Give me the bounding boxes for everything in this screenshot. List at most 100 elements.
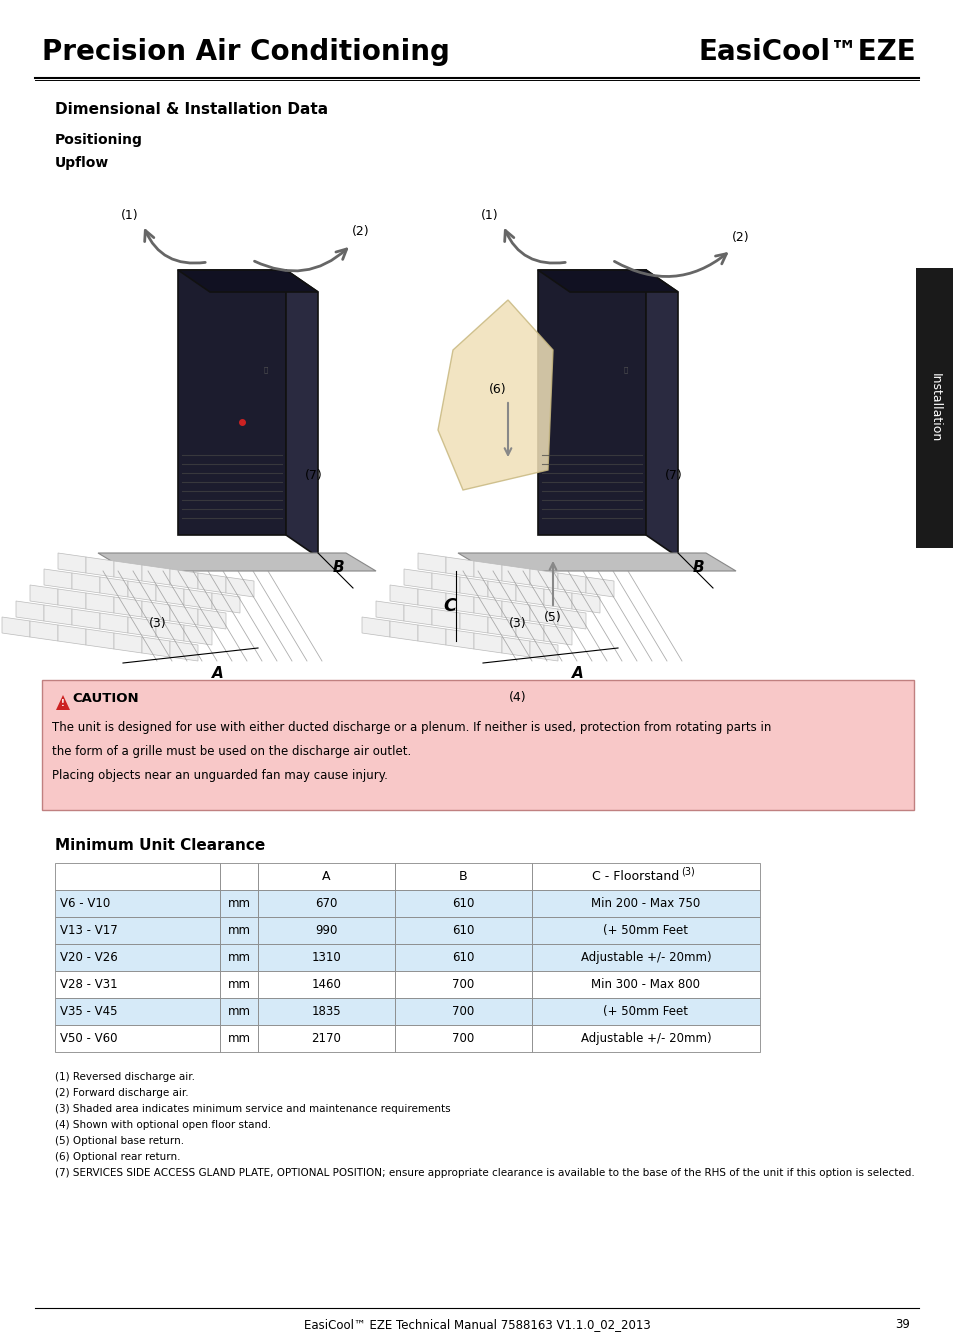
Text: 670: 670	[315, 897, 337, 911]
Polygon shape	[113, 561, 142, 581]
Polygon shape	[474, 561, 501, 581]
Polygon shape	[98, 553, 375, 570]
Polygon shape	[44, 569, 71, 589]
Polygon shape	[142, 637, 170, 657]
Polygon shape	[437, 300, 553, 490]
Text: (3) Shaded area indicates minimum service and maintenance requirements: (3) Shaded area indicates minimum servic…	[55, 1103, 450, 1114]
FancyBboxPatch shape	[257, 998, 395, 1024]
Text: (4): (4)	[509, 691, 526, 704]
Text: V13 - V17: V13 - V17	[60, 924, 117, 937]
Polygon shape	[361, 617, 390, 637]
Polygon shape	[86, 629, 113, 649]
Text: A: A	[572, 665, 583, 680]
Polygon shape	[530, 569, 558, 589]
Text: (1): (1)	[121, 209, 139, 221]
Text: (7): (7)	[664, 469, 682, 482]
Polygon shape	[543, 625, 572, 645]
Polygon shape	[212, 593, 240, 613]
Polygon shape	[403, 605, 432, 625]
FancyBboxPatch shape	[257, 917, 395, 944]
Polygon shape	[56, 695, 70, 710]
FancyBboxPatch shape	[395, 971, 532, 998]
Polygon shape	[516, 621, 543, 641]
Polygon shape	[585, 577, 614, 597]
Polygon shape	[170, 569, 198, 589]
Text: (7): (7)	[305, 469, 322, 482]
FancyBboxPatch shape	[257, 864, 395, 890]
Text: (2) Forward discharge air.: (2) Forward discharge air.	[55, 1089, 189, 1098]
FancyBboxPatch shape	[55, 917, 220, 944]
FancyBboxPatch shape	[532, 890, 760, 917]
FancyBboxPatch shape	[55, 971, 220, 998]
Polygon shape	[645, 270, 678, 557]
Text: Placing objects near an unguarded fan may cause injury.: Placing objects near an unguarded fan ma…	[52, 770, 388, 782]
FancyBboxPatch shape	[257, 944, 395, 971]
Text: (5) Optional base return.: (5) Optional base return.	[55, 1135, 184, 1146]
Text: V6 - V10: V6 - V10	[60, 897, 111, 911]
Polygon shape	[474, 633, 501, 653]
Polygon shape	[488, 617, 516, 637]
Polygon shape	[178, 270, 317, 292]
Polygon shape	[100, 577, 128, 597]
Text: V50 - V60: V50 - V60	[60, 1032, 117, 1044]
FancyBboxPatch shape	[55, 890, 220, 917]
Polygon shape	[226, 577, 253, 597]
FancyBboxPatch shape	[178, 270, 286, 536]
Text: 610: 610	[452, 924, 475, 937]
Text: (+ 50mm Feet: (+ 50mm Feet	[603, 1006, 688, 1018]
Text: 1460: 1460	[312, 977, 341, 991]
Text: 990: 990	[315, 924, 337, 937]
Polygon shape	[432, 609, 459, 629]
Polygon shape	[198, 573, 226, 593]
Polygon shape	[113, 597, 142, 617]
Text: C - Floorstand: C - Floorstand	[592, 870, 679, 882]
Polygon shape	[156, 585, 184, 605]
Polygon shape	[198, 609, 226, 629]
Polygon shape	[86, 593, 113, 613]
FancyBboxPatch shape	[220, 917, 257, 944]
Text: mm: mm	[227, 924, 251, 937]
FancyBboxPatch shape	[395, 1024, 532, 1052]
FancyBboxPatch shape	[220, 998, 257, 1024]
Text: mm: mm	[227, 897, 251, 911]
Polygon shape	[71, 609, 100, 629]
Text: Upflow: Upflow	[55, 157, 110, 170]
Polygon shape	[417, 553, 446, 573]
Polygon shape	[184, 625, 212, 645]
Text: Precision Air Conditioning: Precision Air Conditioning	[42, 37, 450, 66]
Polygon shape	[113, 633, 142, 653]
Text: Positioning: Positioning	[55, 133, 143, 147]
FancyBboxPatch shape	[532, 864, 760, 890]
FancyBboxPatch shape	[532, 944, 760, 971]
Text: ⬛: ⬛	[264, 367, 268, 374]
FancyBboxPatch shape	[55, 1024, 220, 1052]
Polygon shape	[558, 573, 585, 593]
Text: 610: 610	[452, 897, 475, 911]
Text: (1) Reversed discharge air.: (1) Reversed discharge air.	[55, 1073, 194, 1082]
Polygon shape	[184, 589, 212, 609]
Polygon shape	[128, 617, 156, 637]
Text: (+ 50mm Feet: (+ 50mm Feet	[603, 924, 688, 937]
Text: (6): (6)	[489, 383, 506, 396]
Text: !: !	[61, 699, 65, 708]
Text: mm: mm	[227, 951, 251, 964]
FancyBboxPatch shape	[42, 680, 913, 810]
Polygon shape	[457, 553, 735, 570]
Polygon shape	[128, 581, 156, 601]
Text: Adjustable +/- 20mm): Adjustable +/- 20mm)	[580, 1032, 711, 1044]
Text: (3): (3)	[149, 616, 167, 629]
Text: B: B	[332, 561, 343, 576]
Text: the form of a grille must be used on the discharge air outlet.: the form of a grille must be used on the…	[52, 746, 411, 758]
Polygon shape	[86, 557, 113, 577]
Text: Minimum Unit Clearance: Minimum Unit Clearance	[55, 837, 265, 853]
FancyBboxPatch shape	[532, 1024, 760, 1052]
Text: Dimensional & Installation Data: Dimensional & Installation Data	[55, 103, 328, 118]
Polygon shape	[58, 553, 86, 573]
FancyBboxPatch shape	[55, 998, 220, 1024]
Polygon shape	[375, 601, 403, 621]
Polygon shape	[286, 270, 317, 557]
Text: (1): (1)	[480, 209, 498, 221]
Text: mm: mm	[227, 1006, 251, 1018]
FancyBboxPatch shape	[395, 890, 532, 917]
FancyBboxPatch shape	[220, 890, 257, 917]
